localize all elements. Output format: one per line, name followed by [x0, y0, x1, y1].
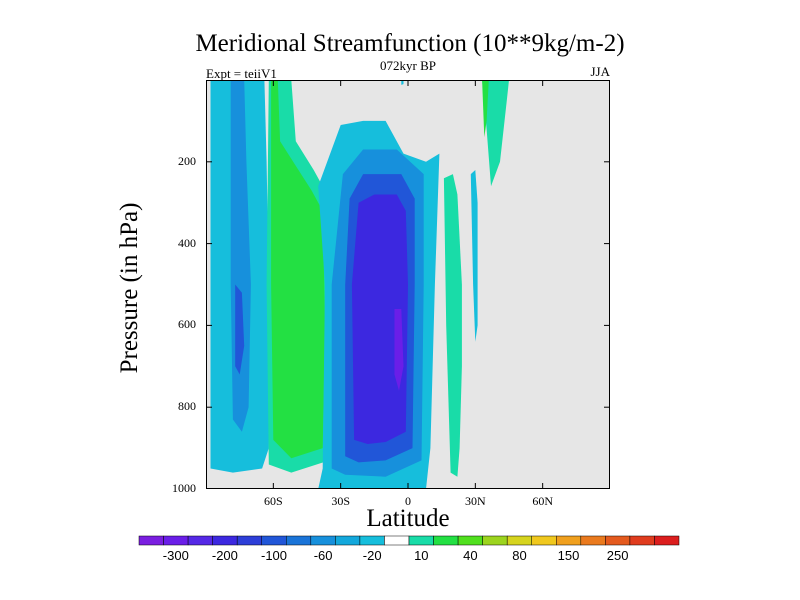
y-tick-label: 200 — [178, 153, 196, 168]
y-tick-label: 600 — [178, 317, 196, 332]
colorbar-box — [286, 535, 312, 546]
contour-region-8 — [351, 194, 408, 444]
x-tick-label: 30S — [331, 494, 350, 508]
colorbar-box — [261, 535, 287, 546]
contour-region-10 — [443, 174, 462, 477]
colorbar-box — [335, 535, 361, 546]
colorbar-box — [433, 535, 459, 546]
colorbar-box — [629, 535, 655, 546]
colorbar-label: -20 — [363, 548, 382, 563]
colorbar-box — [531, 535, 557, 546]
colorbar-box — [605, 535, 631, 546]
colorbar-label: 250 — [607, 548, 629, 563]
plot-area — [206, 80, 610, 489]
x-tick-label: 60N — [532, 494, 553, 508]
season-label: JJA — [590, 64, 610, 79]
contour-region-4 — [271, 80, 325, 459]
colorbar-boxes — [138, 535, 680, 546]
contour-region-14 — [401, 80, 404, 85]
colorbar-label: -100 — [261, 548, 287, 563]
chart-subtitle: 072kyr BP — [380, 58, 436, 73]
colorbar-label: -60 — [314, 548, 333, 563]
chart-title: Meridional Streamfunction (10**9kg/m-2) — [195, 30, 625, 57]
colorbar-label: -200 — [212, 548, 238, 563]
contour-region-12 — [482, 80, 509, 187]
colorbar-box — [359, 535, 385, 546]
y-axis — [206, 161, 610, 489]
colorbar-box — [310, 535, 336, 546]
contour-region-11 — [470, 170, 478, 342]
colorbar-box — [408, 535, 434, 546]
contour-region-13 — [482, 80, 489, 138]
colorbar-labels: -300 -200 -100 -60 -20 10 40 80 150 250 — [163, 548, 629, 563]
colorbar-box — [212, 535, 238, 546]
colorbar-label: 150 — [558, 548, 580, 563]
colorbar-label: -300 — [163, 548, 189, 563]
colorbar-box — [187, 535, 213, 546]
contour-regions — [210, 80, 509, 489]
colorbar-box — [580, 535, 606, 546]
x-tick-label: 30N — [464, 494, 486, 508]
colorbar-label: 80 — [512, 548, 526, 563]
y-tick-label: 1000 — [172, 481, 196, 495]
contour-region-2 — [235, 284, 245, 375]
y-tick-label: 400 — [178, 235, 196, 250]
colorbar-box — [457, 535, 483, 546]
colorbar-box — [556, 535, 582, 546]
colorbar-box — [384, 535, 410, 546]
x-axis — [272, 80, 544, 489]
x-axis-label: Latitude — [366, 505, 450, 532]
colorbar-box — [163, 535, 189, 546]
colorbar-label: 10 — [414, 548, 428, 563]
experiment-label: Expt = teiiV1 — [206, 66, 277, 81]
x-tick-label: 0 — [405, 494, 411, 508]
colorbar-box — [654, 535, 680, 546]
contour-region-9 — [394, 309, 404, 391]
y-tick-label: 800 — [178, 399, 196, 414]
colorbar-box — [138, 535, 164, 546]
y-axis-label: Pressure (in hPa) — [116, 202, 143, 374]
colorbar-box — [482, 535, 508, 546]
x-tick-label: 60S — [263, 494, 283, 508]
colorbar-label: 40 — [463, 548, 477, 563]
colorbar-box — [236, 535, 262, 546]
colorbar-box — [506, 535, 532, 546]
colorbar: -300 -200 -100 -60 -20 10 40 80 150 250 — [138, 535, 680, 563]
